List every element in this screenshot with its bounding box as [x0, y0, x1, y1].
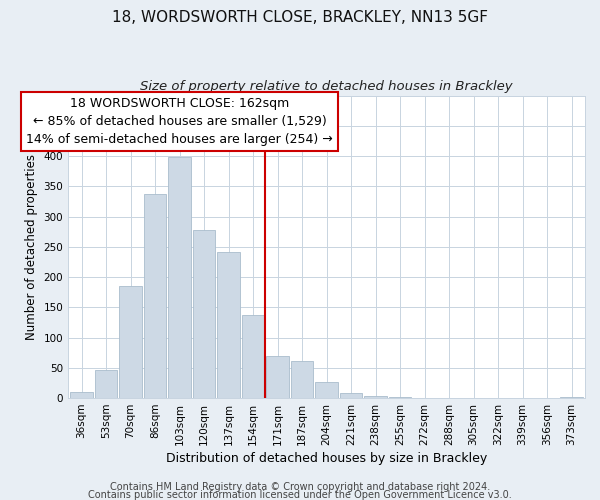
Bar: [193, 230, 215, 398]
Bar: [364, 396, 387, 398]
Bar: [266, 356, 289, 398]
Bar: [144, 194, 166, 398]
Bar: [119, 286, 142, 398]
Bar: [95, 370, 118, 398]
Y-axis label: Number of detached properties: Number of detached properties: [25, 154, 38, 340]
Bar: [70, 392, 93, 398]
Title: Size of property relative to detached houses in Brackley: Size of property relative to detached ho…: [140, 80, 513, 93]
Bar: [315, 382, 338, 398]
Bar: [217, 252, 240, 398]
Text: 18 WORDSWORTH CLOSE: 162sqm
← 85% of detached houses are smaller (1,529)
14% of : 18 WORDSWORTH CLOSE: 162sqm ← 85% of det…: [26, 97, 333, 146]
Bar: [560, 397, 583, 398]
Text: 18, WORDSWORTH CLOSE, BRACKLEY, NN13 5GF: 18, WORDSWORTH CLOSE, BRACKLEY, NN13 5GF: [112, 10, 488, 25]
Bar: [242, 315, 265, 398]
X-axis label: Distribution of detached houses by size in Brackley: Distribution of detached houses by size …: [166, 452, 487, 465]
Bar: [340, 393, 362, 398]
Bar: [168, 158, 191, 398]
Bar: [291, 360, 313, 398]
Text: Contains HM Land Registry data © Crown copyright and database right 2024.: Contains HM Land Registry data © Crown c…: [110, 482, 490, 492]
Text: Contains public sector information licensed under the Open Government Licence v3: Contains public sector information licen…: [88, 490, 512, 500]
